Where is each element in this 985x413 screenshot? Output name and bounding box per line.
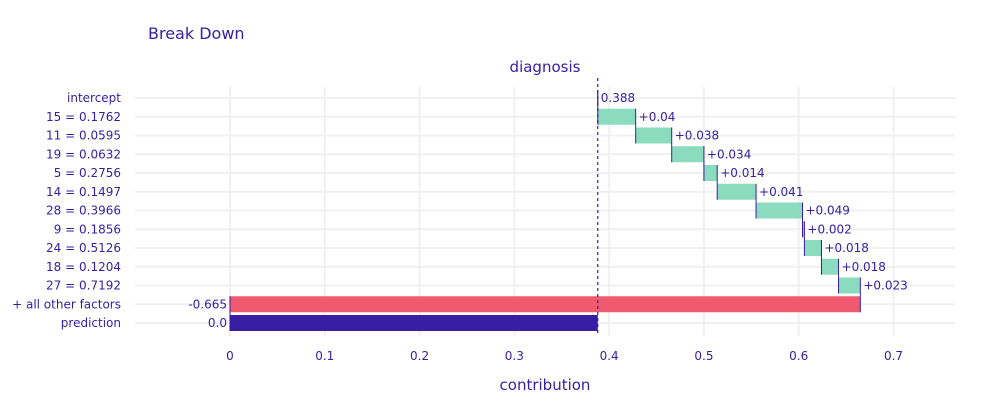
value-label: +0.014: [720, 166, 764, 180]
x-tick-label: 0.4: [600, 349, 619, 363]
y-category-label: 18 = 0.1204: [46, 260, 121, 274]
value-label: +0.038: [675, 129, 719, 143]
y-category-label: 15 = 0.1762: [46, 110, 121, 124]
bar-positive: [838, 277, 861, 294]
value-label: 0.0: [208, 316, 227, 330]
bar-positive: [756, 202, 803, 219]
value-label: +0.041: [759, 185, 803, 199]
bar-negative: [230, 296, 861, 313]
y-axis-labels: intercept 15 = 0.1762 11 = 0.0595 19 = 0.06…: [12, 91, 121, 330]
x-tick-label: 0.6: [789, 349, 808, 363]
bar-positive: [635, 127, 672, 144]
y-category-label: 24 = 0.5126: [46, 241, 121, 255]
bar-positive: [717, 183, 757, 200]
y-category-label: 27 = 0.7192: [46, 279, 121, 293]
value-label: -0.665: [188, 297, 227, 311]
grid: [135, 87, 955, 336]
x-tick-label: 0: [226, 349, 234, 363]
bar-positive: [671, 146, 704, 163]
bar-positive: [804, 240, 822, 256]
x-tick-label: 0.2: [410, 349, 429, 363]
value-label: +0.018: [842, 260, 886, 274]
value-label: 0.388: [601, 91, 635, 105]
x-tick-label: 0.3: [505, 349, 524, 363]
bar-positive: [802, 221, 805, 238]
y-category-label: 19 = 0.0632: [46, 147, 121, 161]
value-label: +0.018: [824, 241, 868, 255]
value-label: +0.049: [806, 204, 850, 218]
y-category-label: prediction: [61, 316, 121, 330]
y-category-label: 9 = 0.1856: [54, 222, 121, 236]
value-label: +0.034: [707, 147, 751, 161]
y-category-label: intercept: [67, 91, 121, 105]
value-label: +0.023: [863, 279, 907, 293]
bar-positive: [703, 165, 718, 181]
y-category-label: 5 = 0.2756: [54, 166, 121, 180]
y-category-label: 11 = 0.0595: [46, 129, 121, 143]
x-tick-label: 0.7: [884, 349, 903, 363]
y-category-label: 28 = 0.3966: [46, 204, 121, 218]
x-axis-tick-labels: 0 0.1 0.2 0.3 0.4 0.5 0.6 0.7: [226, 349, 903, 363]
bar-prediction: [230, 315, 598, 331]
value-labels: 0.388 +0.04 +0.038 +0.034 +0.014 +0.041+0.049…: [188, 91, 907, 330]
value-label: +0.04: [639, 110, 676, 124]
y-category-label: + all other factors: [12, 297, 121, 311]
bar-positive: [821, 258, 839, 275]
x-tick-label: 0.5: [694, 349, 713, 363]
bars: [230, 90, 861, 331]
y-category-label: 14 = 0.1497: [46, 185, 121, 199]
chart-title: Break Down: [148, 24, 245, 43]
panel-subtitle: diagnosis: [510, 58, 581, 76]
connectors: [229, 90, 861, 331]
bar-positive: [597, 108, 636, 125]
x-axis-title: contribution: [500, 376, 591, 394]
x-tick-label: 0.1: [315, 349, 334, 363]
value-label: +0.002: [807, 222, 851, 236]
